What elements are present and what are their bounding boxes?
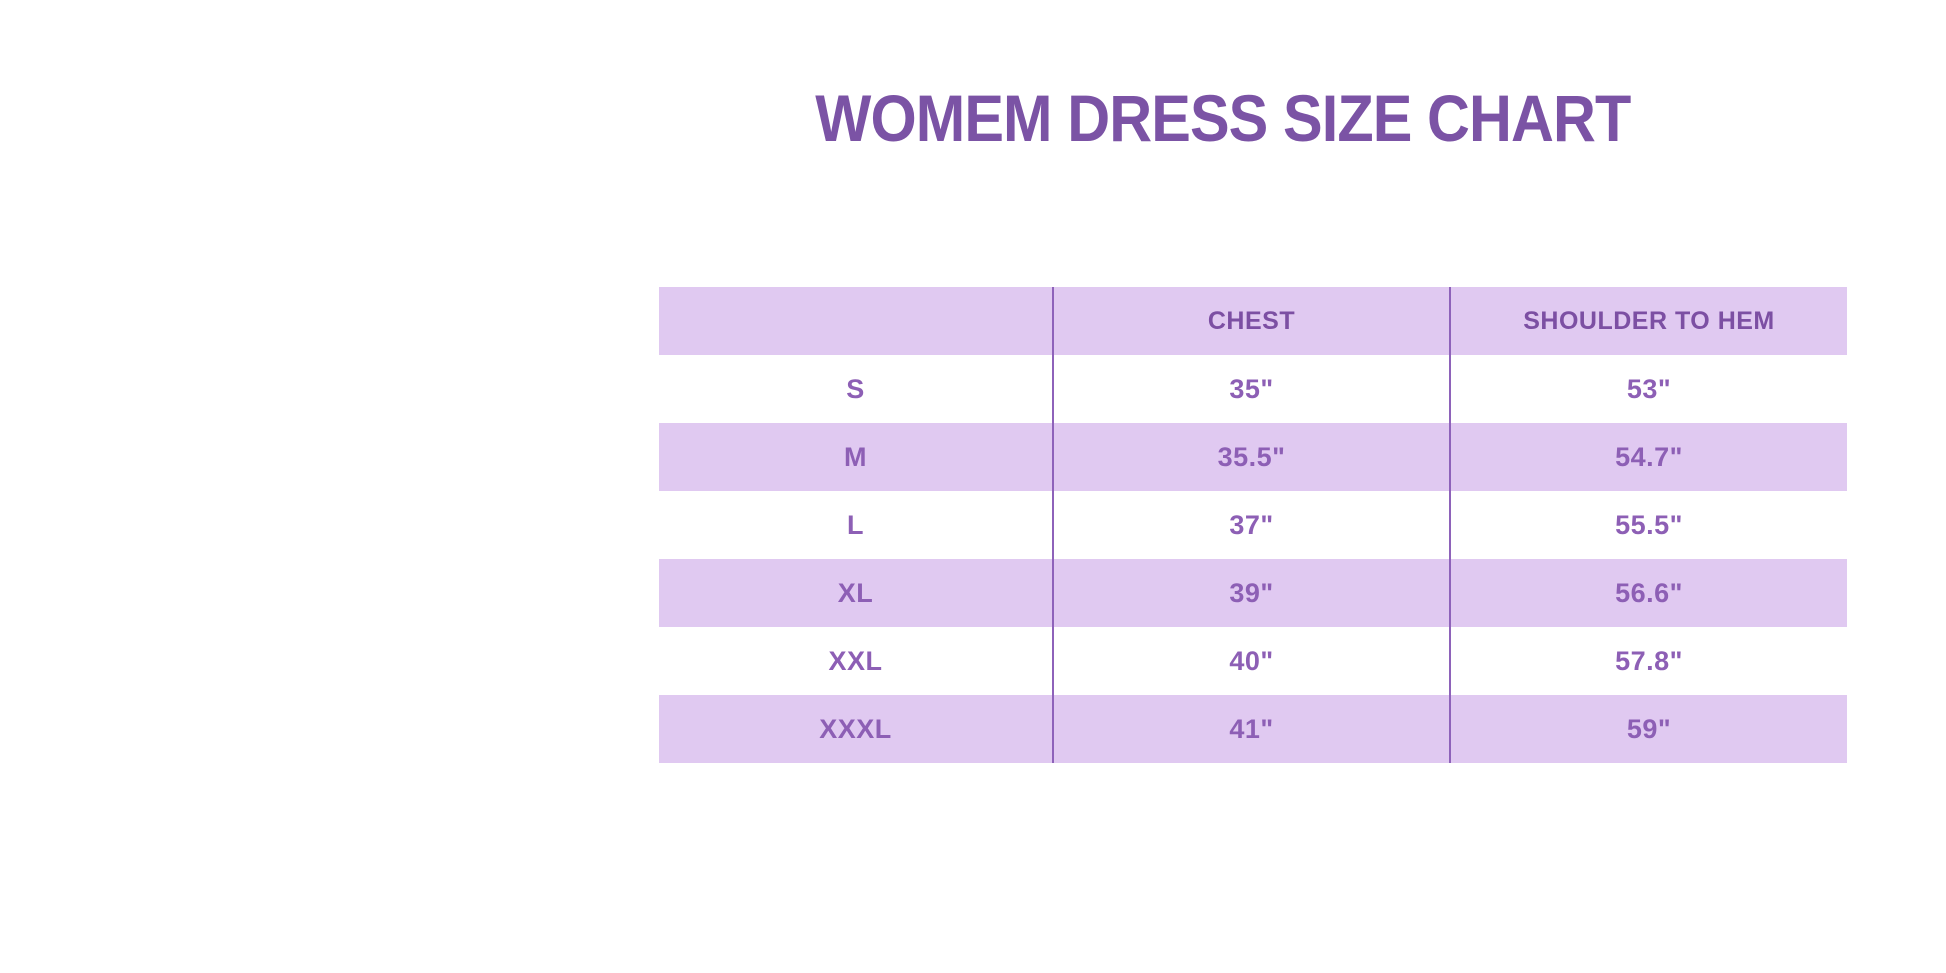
- cell-shoulder-to-hem: 53": [1449, 355, 1847, 423]
- page-title: WOMEM DRESS SIZE CHART: [629, 85, 1816, 151]
- cell-shoulder-to-hem: 56.6": [1449, 559, 1847, 627]
- cell-chest: 37": [1052, 491, 1450, 559]
- table-row: L 37" 55.5": [659, 491, 1847, 559]
- size-chart-table: CHEST SHOULDER TO HEM S 35" 53" M 35.5" …: [659, 287, 1847, 763]
- page-title-text: WOMEM DRESS SIZE CHART: [814, 81, 1631, 155]
- table-header-row: CHEST SHOULDER TO HEM: [659, 287, 1847, 355]
- table-row: S 35" 53": [659, 355, 1847, 423]
- cell-chest: 40": [1052, 627, 1450, 695]
- table-row: M 35.5" 54.7": [659, 423, 1847, 491]
- cell-size: S: [659, 355, 1053, 423]
- cell-size: M: [659, 423, 1053, 491]
- header-cell-chest: CHEST: [1052, 287, 1450, 355]
- cell-shoulder-to-hem: 55.5": [1449, 491, 1847, 559]
- cell-chest: 41": [1052, 695, 1450, 763]
- table-row: XL 39" 56.6": [659, 559, 1847, 627]
- cell-shoulder-to-hem: 59": [1449, 695, 1847, 763]
- cell-chest: 35": [1052, 355, 1450, 423]
- table-row: XXL 40" 57.8": [659, 627, 1847, 695]
- cell-size: L: [659, 491, 1053, 559]
- cell-size: XXL: [659, 627, 1053, 695]
- cell-shoulder-to-hem: 54.7": [1449, 423, 1847, 491]
- cell-chest: 39": [1052, 559, 1450, 627]
- cell-size: XL: [659, 559, 1053, 627]
- header-cell-size: [659, 287, 1053, 355]
- cell-size: XXXL: [659, 695, 1053, 763]
- header-cell-shoulder-to-hem: SHOULDER TO HEM: [1449, 287, 1847, 355]
- table-row: XXXL 41" 59": [659, 695, 1847, 763]
- cell-shoulder-to-hem: 57.8": [1449, 627, 1847, 695]
- cell-chest: 35.5": [1052, 423, 1450, 491]
